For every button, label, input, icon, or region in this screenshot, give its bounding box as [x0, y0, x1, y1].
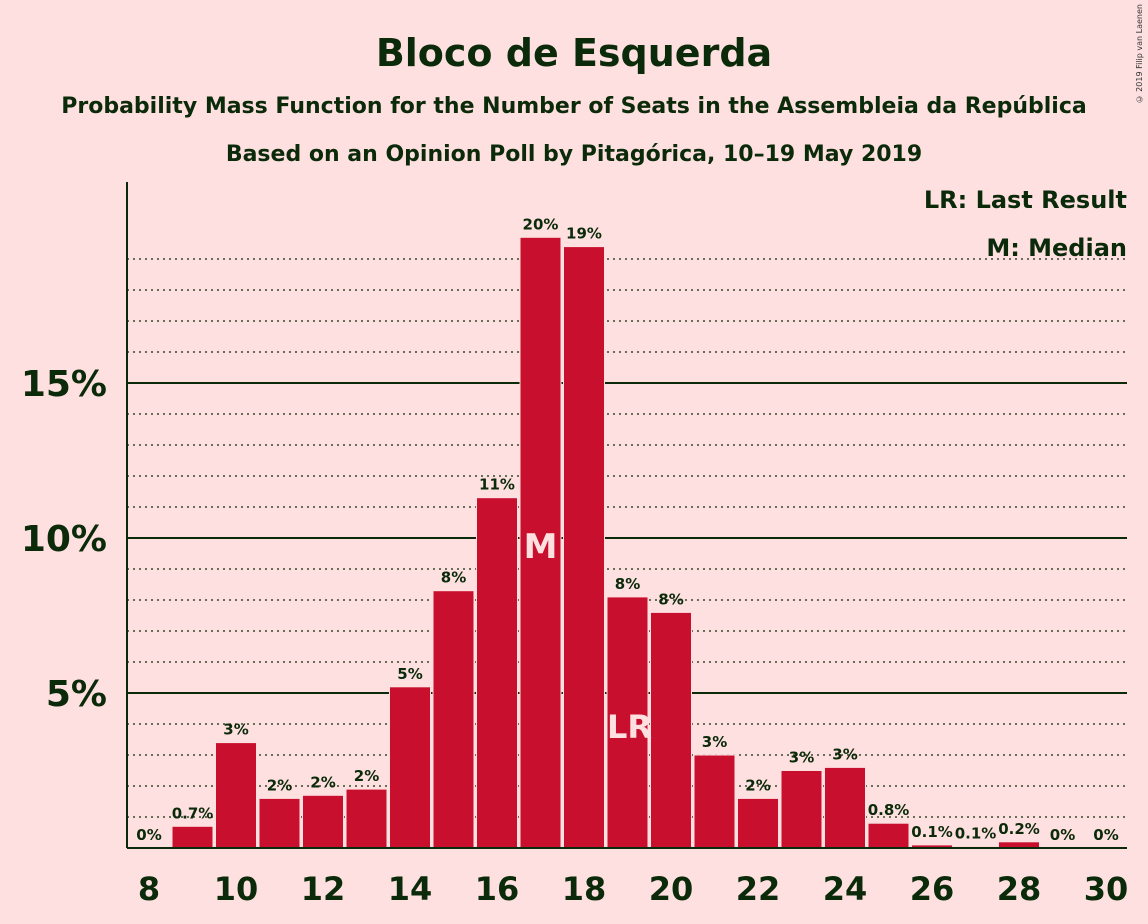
bar-seat-16 — [476, 497, 518, 849]
bar-value-label: 20% — [523, 215, 559, 233]
bar-value-label: 2% — [745, 776, 770, 794]
bar-seat-24 — [824, 766, 866, 849]
bar-seat-15 — [432, 590, 475, 849]
x-tick-label: 24 — [823, 870, 868, 908]
x-tick-label: 30 — [1084, 870, 1129, 908]
y-tick-label: 10% — [21, 519, 107, 560]
bar-seat-21 — [693, 754, 736, 849]
bar-seat-12 — [302, 794, 344, 849]
bar-seat-14 — [389, 686, 431, 849]
x-tick-label: 16 — [475, 870, 520, 908]
bars — [171, 236, 1040, 849]
bar-value-label: 3% — [789, 749, 814, 767]
bar-value-label: 0.2% — [998, 820, 1040, 838]
last-result-marker: LR — [607, 708, 652, 746]
bar-value-label: 2% — [310, 773, 335, 791]
bar-value-label: 0.1% — [955, 824, 997, 842]
x-tick-label: 14 — [388, 870, 433, 908]
y-tick-label: 5% — [46, 674, 107, 715]
bar-value-label: 0.1% — [911, 823, 953, 841]
bar-value-label: 3% — [702, 733, 727, 751]
legend-median: M: Median — [986, 234, 1127, 262]
chart-title: Bloco de Esquerda — [376, 31, 772, 75]
bar-seat-23 — [780, 770, 823, 849]
bar-value-label: 2% — [267, 776, 292, 794]
x-tick-label: 26 — [910, 870, 955, 908]
bar-seat-10 — [215, 742, 257, 849]
chart-subtitle-2: Based on an Opinion Poll by Pitagórica, … — [226, 142, 922, 167]
bar-labels: 0% 0.7% 3% 2% 2% 2% 5% 8% 11% 20% 19% 8% 8% 3% 2% 3% 3% 0… — [136, 215, 1118, 844]
bar-value-label: 5% — [397, 665, 422, 683]
x-tick-label: 22 — [736, 870, 781, 908]
axes: 5% 10% 15% 8 10 12 14 16 18 20 22 24 26 28 30 — [21, 182, 1128, 908]
bar-value-label: 3% — [223, 721, 248, 739]
x-tick-label: 12 — [301, 870, 346, 908]
x-tick-label: 28 — [997, 870, 1042, 908]
chart-subtitle: Probability Mass Function for the Number… — [61, 94, 1086, 119]
bar-value-label: 8% — [615, 575, 640, 593]
bar-seat-9 — [171, 825, 214, 849]
x-tick-label: 18 — [562, 870, 607, 908]
x-tick-label: 10 — [214, 870, 259, 908]
bar-seat-25 — [867, 822, 910, 849]
bar-value-label: 3% — [832, 745, 857, 763]
x-tick-label: 8 — [138, 870, 160, 908]
bar-value-label: 2% — [354, 767, 379, 785]
bar-value-label: 0% — [136, 826, 161, 844]
bar-seat-19 — [606, 596, 649, 849]
bar-seat-18 — [563, 246, 605, 849]
bar-value-label: 0% — [1050, 826, 1075, 844]
copyright-note: © 2019 Filip van Laenen — [1135, 4, 1144, 104]
bar-value-label: 8% — [441, 569, 466, 587]
bar-value-label: 0.7% — [172, 804, 214, 822]
median-marker: M — [524, 527, 558, 567]
bar-seat-11 — [258, 797, 301, 849]
bar-seat-22 — [737, 797, 779, 849]
bar-seat-13 — [345, 788, 388, 849]
bar-value-label: 8% — [658, 590, 683, 608]
bar-value-label: 11% — [479, 476, 515, 494]
bar-seat-20 — [650, 611, 692, 849]
bar-value-label: 19% — [566, 225, 602, 243]
bar-value-label: 0% — [1093, 826, 1118, 844]
x-tick-label: 20 — [649, 870, 694, 908]
bar-value-label: 0.8% — [868, 801, 910, 819]
y-tick-label: 15% — [21, 364, 107, 405]
legend-last-result: LR: Last Result — [924, 186, 1127, 214]
